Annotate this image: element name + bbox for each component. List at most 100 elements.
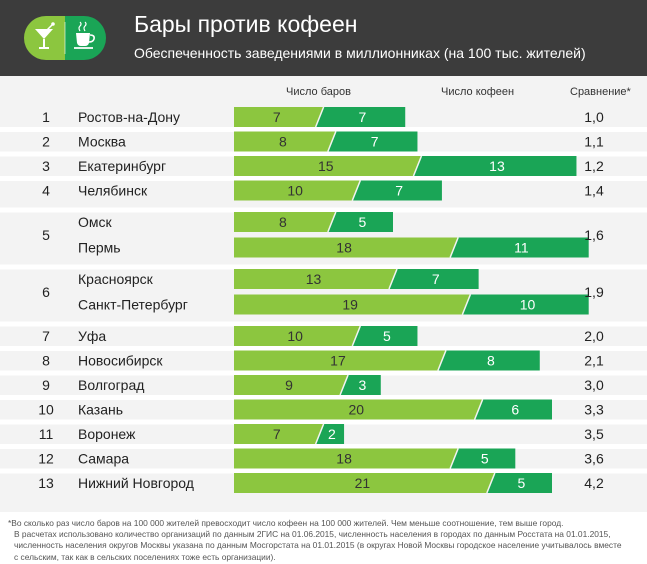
bar-count-label: 7 <box>273 426 281 442</box>
city-name: Екатеринбург <box>78 158 166 174</box>
bar-count-bar <box>234 473 495 493</box>
bar-count-bar <box>234 269 397 289</box>
city-name: Красноярск <box>78 271 154 287</box>
bar-count-label: 18 <box>336 240 352 256</box>
bar-count-bar <box>234 326 361 346</box>
cafe-count-label: 7 <box>371 134 379 150</box>
city-name: Волгоград <box>78 377 144 393</box>
bar-divider <box>351 325 362 347</box>
bar-divider <box>437 350 447 371</box>
bar-divider <box>461 294 472 315</box>
ratio-value: 3,3 <box>584 402 604 418</box>
ratio-value: 1,4 <box>584 183 604 199</box>
city-name: Пермь <box>78 240 121 256</box>
bar-divider <box>314 423 325 445</box>
cafe-count-bar <box>327 212 393 232</box>
bar-count-label: 17 <box>330 353 346 369</box>
footnote-line: численность населения округов Москвы ука… <box>14 540 622 551</box>
bar-divider <box>486 472 496 494</box>
bar-count-label: 8 <box>279 134 287 150</box>
city-name: Самара <box>78 451 129 467</box>
cafe-count-label: 8 <box>487 353 495 369</box>
ratio-value: 2,0 <box>584 328 604 344</box>
bar-count-label: 15 <box>318 158 334 174</box>
cafe-count-bar <box>315 424 345 444</box>
bar-count-label: 18 <box>336 451 352 467</box>
cafe-count-bar <box>413 156 577 176</box>
city-name: Воронеж <box>78 426 136 442</box>
bar-count-label: 7 <box>273 109 281 125</box>
bar-divider <box>339 374 349 396</box>
bar-count-bar <box>234 448 459 469</box>
bar-divider <box>351 180 362 201</box>
bar-count-bar <box>234 294 471 315</box>
bar-count-label: 13 <box>306 271 322 287</box>
bar-divider <box>473 399 484 420</box>
city-name: Москва <box>78 134 126 150</box>
bar-count-label: 8 <box>279 214 287 230</box>
cafe-count-bar <box>315 107 406 127</box>
cafe-count-label: 2 <box>328 426 336 442</box>
rank-number: 2 <box>42 134 50 150</box>
rank-number: 8 <box>42 353 50 369</box>
bar-count-bar <box>234 180 361 201</box>
rank-number: 7 <box>42 328 50 344</box>
city-name: Казань <box>78 402 123 418</box>
cafe-count-label: 6 <box>511 402 519 418</box>
column-header-bars: Число баров <box>286 86 351 98</box>
cafe-count-label: 5 <box>383 328 391 344</box>
bar-count-bar <box>234 237 459 258</box>
bar-divider <box>449 448 459 469</box>
bar-divider <box>412 155 423 177</box>
city-name: Уфа <box>78 328 106 344</box>
coffee-cup-icon <box>74 21 95 49</box>
bar-count-label: 19 <box>342 297 358 313</box>
chart-subtitle: Обеспеченность заведениями в миллионника… <box>134 45 586 61</box>
cafe-count-label: 5 <box>518 475 526 491</box>
bar-count-label: 10 <box>287 183 303 199</box>
ratio-value: 1,1 <box>584 134 604 150</box>
bar-count-bar <box>234 399 483 420</box>
city-name: Нижний Новгород <box>78 475 194 491</box>
ratio-value: 1,9 <box>584 284 604 300</box>
bar-count-bar <box>234 107 324 127</box>
city-name: Омск <box>78 214 113 230</box>
bar-divider <box>388 268 398 290</box>
city-name: Ростов-на-Дону <box>78 109 180 125</box>
cafe-count-bar <box>450 448 516 469</box>
ratio-value: 4,2 <box>584 475 604 491</box>
column-header-ratio: Сравнение* <box>570 86 631 98</box>
cocktail-glass-icon <box>35 22 55 49</box>
bar-count-label: 20 <box>349 402 365 418</box>
city-name: Новосибирск <box>78 353 163 369</box>
bar-count-bar <box>234 375 349 395</box>
cafe-count-label: 13 <box>489 158 505 174</box>
cafe-count-bar <box>327 131 418 152</box>
logo <box>24 16 106 60</box>
cafe-count-label: 5 <box>481 451 489 467</box>
column-header-cafes: Число кофеен <box>441 86 515 98</box>
bar-divider <box>327 211 337 233</box>
rank-number: 12 <box>38 451 54 467</box>
bar-count-label: 21 <box>355 475 371 491</box>
cafe-count-label: 5 <box>359 214 367 230</box>
rank-number: 3 <box>42 158 50 174</box>
cafe-count-bar <box>486 473 552 493</box>
cafe-count-bar <box>352 326 418 346</box>
cafe-count-bar <box>462 294 589 315</box>
cafe-count-label: 3 <box>359 377 367 393</box>
cafe-count-bar <box>450 237 589 258</box>
city-name: Челябинск <box>78 183 148 199</box>
rank-number: 4 <box>42 183 50 199</box>
rank-number: 10 <box>38 402 54 418</box>
ratio-value: 1,6 <box>584 227 604 243</box>
bar-count-bar <box>234 212 336 232</box>
cafe-count-label: 10 <box>520 297 536 313</box>
footnote-line: *Во сколько раз число баров на 100 000 ж… <box>8 518 564 528</box>
rank-number: 13 <box>38 475 54 491</box>
cafe-count-label: 7 <box>432 271 440 287</box>
cafe-count-label: 7 <box>395 183 403 199</box>
bar-count-bar <box>234 131 336 152</box>
ratio-value: 3,6 <box>584 451 604 467</box>
bar-count-label: 9 <box>285 377 293 393</box>
